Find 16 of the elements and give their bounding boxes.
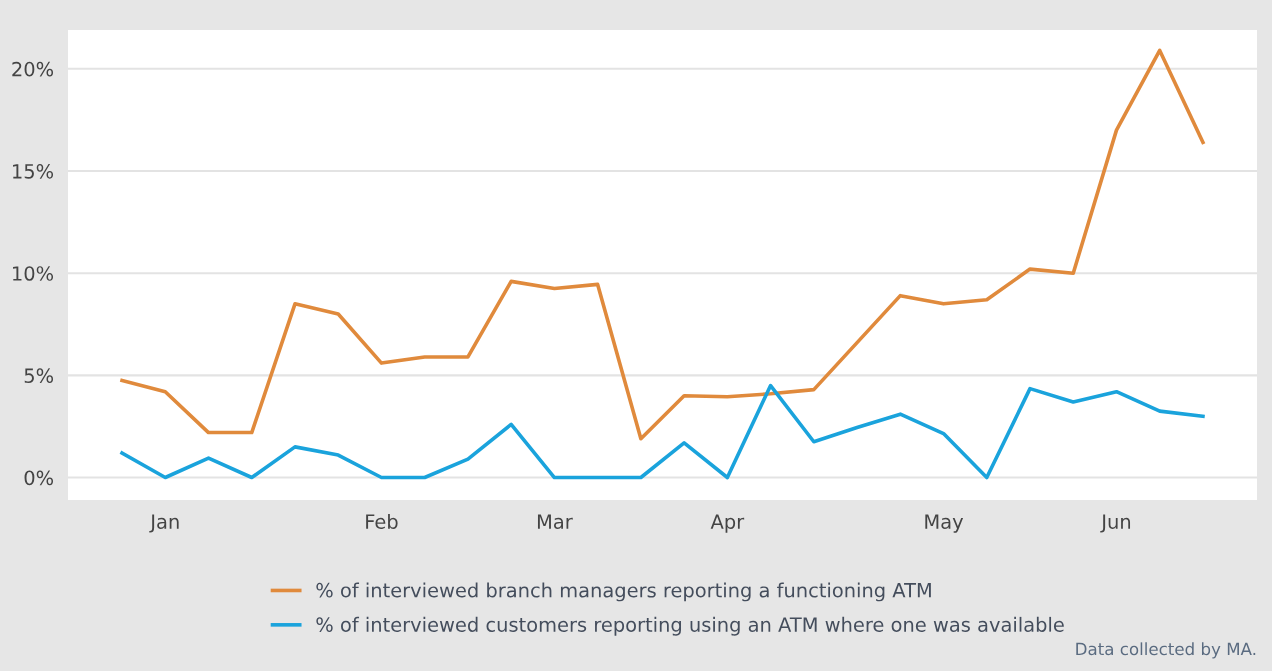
y-tick-label: 10%: [13, 266, 54, 281]
x-tick-label: Jun: [1100, 514, 1131, 533]
line-series: [120, 48, 1205, 441]
line-series: [120, 383, 1205, 480]
x-tick-label: Mar: [537, 514, 573, 529]
y-tick-label: 5%: [24, 368, 54, 384]
y-tick-label: 20%: [12, 61, 54, 77]
x-tick-label: Feb: [366, 513, 398, 529]
legend-label: % of interviewed branch managers reporting a functioning ATM: [316, 582, 931, 602]
x-tick-label: Apr: [710, 514, 745, 533]
y-tick-label: 0%: [24, 470, 54, 486]
x-tick-label: May: [925, 514, 964, 533]
text: Data collected by MA.: [1076, 642, 1256, 659]
y-tick-label: 15%: [13, 163, 54, 179]
legend-label: % of interviewed customers reporting using an ATM where one was available: [316, 616, 1064, 636]
x-tick-label: Jan: [149, 514, 179, 533]
